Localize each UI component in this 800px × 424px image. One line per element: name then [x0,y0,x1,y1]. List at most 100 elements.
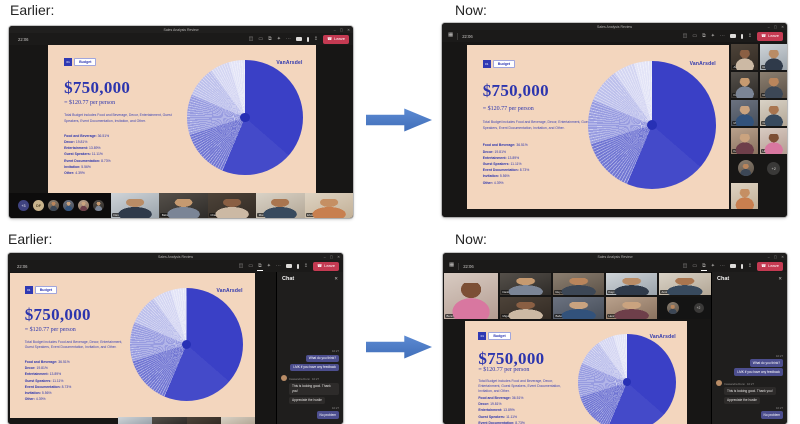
round-video-avatar[interactable] [666,302,679,314]
slide-number-badge: 01 [24,286,33,295]
budget-amount: $750,000 [478,348,545,368]
participants-icon[interactable]: ◫ [238,262,244,269]
overflow-participants-badge[interactable]: +3 [18,200,29,211]
leave-button[interactable]: ☎ Leave [323,34,349,44]
share-tray-icon[interactable]: ⧉ [257,262,263,271]
microphone-icon[interactable] [306,36,309,42]
maximize-icon[interactable]: ▢ [773,24,778,29]
close-icon[interactable]: ✕ [337,254,340,259]
minimize-icon[interactable]: – [767,254,770,259]
round-video-avatar[interactable] [48,200,59,211]
chat-close-icon[interactable]: ✕ [778,276,782,281]
chat-icon[interactable]: ▭ [248,262,254,269]
round-video-avatar[interactable] [78,200,89,211]
close-icon[interactable]: ✕ [347,27,350,32]
participants-icon[interactable]: ◫ [682,262,688,269]
maximize-icon[interactable]: ▢ [329,254,334,259]
participant-video[interactable]: Henry Brill [606,297,657,319]
minimize-icon[interactable]: – [333,27,336,32]
leave-button[interactable]: ☎ Leave [757,31,783,41]
participant-video[interactable]: Kayo Miwa [731,72,758,98]
raise-hand-icon[interactable]: ✦ [710,262,715,269]
participant-video[interactable]: Henry Brill [760,128,787,154]
participant-video[interactable]: Kadji Bell [731,128,758,154]
participant-video[interactable]: Mona Kane [256,193,305,218]
participant-video[interactable]: Miguel Silva [500,297,551,319]
share-tray-icon[interactable]: ⧉ [701,262,707,271]
participant-video[interactable]: Rey Almeda [760,72,787,98]
slide-section-badge: Budget [488,332,511,341]
meeting-stage: Bunny Dixit Daniela Mandera Rey Almeda K… [443,272,787,424]
microphone-icon[interactable] [740,33,743,39]
chat-close-icon[interactable]: ✕ [334,276,338,281]
camera-icon[interactable] [729,264,736,268]
camera-icon[interactable] [729,34,736,38]
maximize-icon[interactable]: ▢ [773,254,778,259]
chat-panel: Chat ✕ 10:27 What do you think? LMK if y… [276,272,343,424]
minimize-icon[interactable]: – [767,24,770,29]
participant-video[interactable] [220,417,255,424]
round-video-avatar[interactable] [63,200,74,211]
microphone-icon[interactable] [740,263,743,269]
leave-button[interactable]: ☎ Leave [757,261,783,271]
participant-video[interactable]: Charlotte Keys [760,100,787,126]
present-icon[interactable]: ↥ [747,262,753,269]
chat-icon[interactable]: ▭ [692,262,698,269]
participant-video[interactable]: Babak Shammas [553,297,604,319]
more-options-icon[interactable]: ⋯ [719,262,725,269]
raise-hand-icon[interactable]: ✦ [266,262,271,269]
round-video-avatar[interactable] [93,200,104,211]
participants-icon[interactable]: ◫ [682,32,688,39]
participant-video[interactable] [118,417,153,424]
self-video[interactable] [731,183,758,209]
overflow-participants-badge[interactable]: +2 [693,303,704,313]
participant-video[interactable]: Babak Shammas [159,193,208,218]
participant-video[interactable]: Kayo Miwa [606,273,657,295]
present-icon[interactable]: ↥ [747,32,753,39]
participant-video[interactable]: Daniela Mandera [111,193,160,218]
raise-hand-icon[interactable]: ✦ [276,35,281,42]
participant-video[interactable]: Reta Taylor [760,44,787,70]
right-arrow-icon [366,108,432,132]
present-icon[interactable]: ↥ [313,35,319,42]
more-options-icon[interactable]: ⋯ [719,32,725,39]
share-tray-icon[interactable]: ⧉ [702,32,706,39]
camera-icon[interactable] [285,264,292,268]
camera-icon[interactable] [295,37,302,41]
participant-name-label: Amina Hassan [660,289,682,294]
participant-video[interactable]: Rey Almeda [553,273,604,295]
view-grid-icon[interactable]: ▦ [448,32,454,39]
more-options-icon[interactable]: ⋯ [285,35,291,42]
participant-video[interactable]: Daniela Mandera [500,273,551,295]
meeting-timer: 22:06 [18,36,29,42]
participant-video[interactable] [152,417,187,424]
initials-avatar[interactable]: DF [33,200,44,211]
raise-hand-icon[interactable]: ✦ [710,32,715,39]
microphone-icon[interactable] [296,263,299,269]
per-person-amount: = $120.77 per person [24,326,76,333]
chat-icon[interactable]: ▭ [258,35,264,42]
meeting-toolbar: 22:06 ◫ ▭ ⧉ ✦ ⋯ ↥ ☎ Leave [8,260,343,272]
close-icon[interactable]: ✕ [781,24,784,29]
round-video-avatar[interactable] [737,160,754,176]
participants-icon[interactable]: ◫ [248,35,254,42]
maximize-icon[interactable]: ▢ [339,27,344,32]
minimize-icon[interactable]: – [323,254,326,259]
active-speaker-video[interactable]: Bunny Dixit [444,273,498,319]
chat-icon[interactable]: ▭ [692,32,698,39]
participant-video[interactable]: Elvia Atkins [304,193,353,218]
share-tray-icon[interactable]: ⧉ [268,35,272,42]
participant-video[interactable]: Amina Hassan [659,273,711,295]
overflow-participants-badge[interactable]: +2 [767,161,781,175]
leave-button[interactable]: ☎ Leave [313,261,339,271]
more-options-icon[interactable]: ⋯ [275,262,281,269]
view-grid-icon[interactable]: ▦ [449,262,455,269]
teams-window-earlier-bottom: Sales Analysis Review – ▢ ✕ 22:06 ◫ ▭ ⧉ … [8,253,343,424]
teams-window-earlier-top: Sales Analysis Review – ▢ ✕ 22:06 ◫ ▭ ⧉ … [9,26,353,218]
participant-video[interactable]: Charlotte de Crum [207,193,257,218]
participant-video[interactable] [186,417,221,424]
participant-video[interactable]: Amina Hassan [731,44,758,70]
present-icon[interactable]: ↥ [303,262,309,269]
participant-video[interactable]: Miguel Silva [731,100,758,126]
close-icon[interactable]: ✕ [781,254,784,259]
